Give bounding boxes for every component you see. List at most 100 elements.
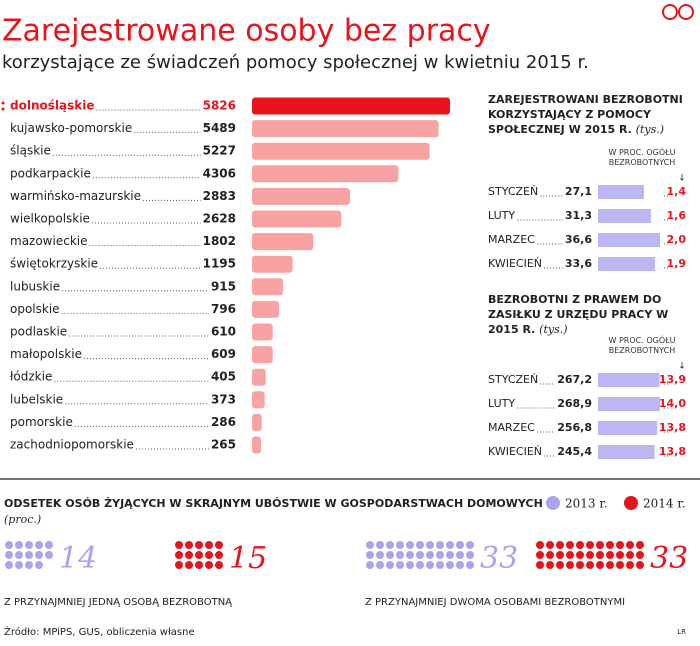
- panel-title-text: ZAREJESTROWANI BEZROBOTNI KORZYSTAJĄCY Z…: [488, 93, 683, 136]
- category-label: mazowieckie: [10, 234, 87, 248]
- dots-title: ODSETEK OSÓB ŻYJĄCYCH W SKRAJNYM UBÓSTWI…: [4, 497, 543, 510]
- dot: [466, 551, 474, 559]
- bar: [252, 278, 284, 296]
- value-label: 5826: [203, 99, 236, 113]
- marker: [1, 101, 5, 105]
- category-label: świętokrzyskie: [10, 257, 98, 271]
- bar: [252, 368, 266, 386]
- bar: [252, 187, 350, 205]
- share-label: 1,4: [667, 185, 687, 198]
- dot: [205, 551, 213, 559]
- value-label: 796: [211, 302, 236, 316]
- dot: [396, 561, 404, 569]
- source: Źródło: MPiPS, GUS, obliczenia własne: [4, 625, 195, 638]
- dot: [376, 561, 384, 569]
- dots-unit: (proc.): [4, 513, 42, 526]
- value-label: 2628: [203, 212, 236, 226]
- dot: [25, 561, 33, 569]
- unit: (tys.): [635, 123, 665, 136]
- dot: [185, 541, 193, 549]
- bar: [252, 97, 450, 115]
- category-label: opolskie: [10, 302, 60, 316]
- dot: [416, 541, 424, 549]
- category-label: wielkopolskie: [10, 212, 90, 226]
- dot: [185, 561, 193, 569]
- dot: [386, 541, 394, 549]
- dot: [446, 541, 454, 549]
- panel-title: BEZROBOTNI Z PRAWEM DO ZASIŁKU Z URZĘDU …: [488, 292, 688, 337]
- dot: [466, 541, 474, 549]
- dot: [376, 541, 384, 549]
- dot: [606, 541, 614, 549]
- dot: [546, 541, 554, 549]
- bar: [252, 142, 430, 160]
- dot: [426, 541, 434, 549]
- dot: [25, 551, 33, 559]
- value-label: 33: [480, 541, 518, 576]
- value-label: 5489: [203, 121, 236, 135]
- value-label: 256,8: [557, 421, 592, 434]
- dot: [596, 551, 604, 559]
- dot: [556, 561, 564, 569]
- dot: [606, 551, 614, 559]
- panel-title-text: BEZROBOTNI Z PRAWEM DO ZASIŁKU Z URZĘDU …: [488, 293, 669, 336]
- category-label: MARZEC: [488, 421, 535, 434]
- dot: [556, 541, 564, 549]
- category-label: pomorskie: [10, 415, 73, 429]
- dot: [456, 551, 464, 559]
- dot: [566, 551, 574, 559]
- dot: [556, 551, 564, 559]
- value-label: 286: [211, 415, 236, 429]
- dot: [636, 561, 644, 569]
- bar: [598, 397, 660, 411]
- value-label: 268,9: [557, 397, 592, 410]
- bar: [598, 421, 658, 435]
- dot: [456, 541, 464, 549]
- bar: [252, 323, 273, 341]
- dot: [5, 541, 13, 549]
- value-label: 267,2: [557, 373, 592, 386]
- dot: [175, 541, 183, 549]
- dot: [195, 561, 203, 569]
- dot: [416, 551, 424, 559]
- category-label: STYCZEŃ: [488, 373, 538, 386]
- dot-group: [536, 541, 644, 569]
- dot: [25, 541, 33, 549]
- dot: [616, 541, 624, 549]
- dot: [195, 541, 203, 549]
- dot: [566, 561, 574, 569]
- title: Zarejestrowane osoby bez pracy: [2, 14, 491, 49]
- bar: [598, 445, 655, 459]
- dot: [35, 541, 43, 549]
- dot: [606, 561, 614, 569]
- category-label: LUTY: [488, 209, 515, 222]
- bar: [252, 300, 280, 318]
- value-label: 31,3: [565, 209, 592, 222]
- bar: [252, 346, 273, 364]
- dot: [636, 551, 644, 559]
- share-label: 13,8: [659, 445, 686, 458]
- logo: [662, 4, 694, 20]
- value-label: 265: [211, 438, 236, 452]
- dot: [576, 561, 584, 569]
- arrow: ↓: [678, 174, 686, 184]
- dot: [446, 551, 454, 559]
- dot: [205, 561, 213, 569]
- category-label: zachodniopomorskie: [10, 438, 134, 452]
- dot: [215, 561, 223, 569]
- dot: [195, 551, 203, 559]
- category-label: warmińsko-mazurskie: [10, 189, 141, 203]
- dot: [626, 541, 634, 549]
- share-header: W PROC. OGÓŁU BEZROBOTNYCH: [608, 336, 676, 355]
- dot: [386, 561, 394, 569]
- value-label: 915: [211, 279, 236, 293]
- share-header: W PROC. OGÓŁU BEZROBOTNYCH: [608, 148, 676, 167]
- category-label: śląskie: [10, 144, 51, 158]
- share-label: 14,0: [659, 397, 686, 410]
- dot: [576, 551, 584, 559]
- value-label: 610: [211, 325, 236, 339]
- bar: [252, 120, 439, 138]
- dot: [386, 551, 394, 559]
- dot: [406, 561, 414, 569]
